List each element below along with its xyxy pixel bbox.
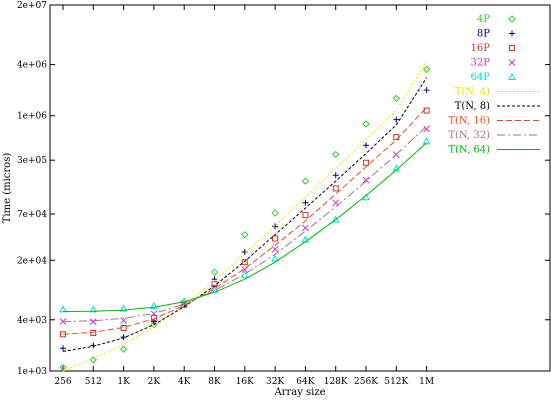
data-point — [363, 142, 369, 149]
series-t-n-8- — [62, 77, 428, 352]
data-point — [332, 172, 339, 179]
data-point — [302, 199, 309, 206]
x-tick-label: 64K — [296, 377, 314, 387]
series-t-n-64- — [62, 142, 427, 312]
series-4p — [59, 65, 431, 372]
legend-marker — [508, 15, 516, 23]
x-tick-label: 256 — [54, 377, 71, 387]
data-point — [241, 230, 249, 239]
data-point — [150, 318, 157, 325]
data-point — [423, 125, 430, 133]
legend-label: T(N, 8) — [455, 101, 490, 112]
series-8p — [60, 87, 430, 352]
x-tick-label: 32K — [266, 377, 284, 387]
data-point — [120, 334, 127, 341]
series-layer — [59, 60, 431, 372]
data-point — [89, 305, 98, 313]
data-point — [301, 177, 310, 185]
legend-marker — [508, 72, 516, 80]
x-tick-label: 512K — [384, 377, 408, 387]
series-line — [62, 107, 427, 335]
x-tick-label: 2K — [148, 377, 161, 387]
x-tick-label: 16K — [236, 377, 254, 387]
legend-marker — [509, 30, 515, 37]
x-tick-label: 1K — [117, 377, 130, 387]
x-tick-label: 512 — [85, 377, 102, 387]
data-point — [60, 345, 66, 352]
data-point — [393, 134, 400, 141]
series-line — [62, 60, 428, 372]
series-line — [62, 77, 428, 352]
data-point — [363, 159, 369, 166]
legend-label: 16P — [471, 43, 491, 54]
data-point — [210, 268, 219, 276]
data-point — [89, 356, 98, 364]
legend-label: T(N, 64) — [448, 145, 490, 156]
series-t-n-32- — [62, 125, 427, 323]
x-axis-label: Array size — [273, 387, 325, 398]
y-tick-label: 2e+04 — [17, 256, 47, 266]
data-point — [392, 94, 401, 103]
legend-label: T(N, 32) — [448, 130, 490, 141]
legend-label: 8P — [477, 29, 490, 40]
y-tick-label: 2e+07 — [17, 1, 47, 11]
series-line — [62, 142, 427, 312]
data-point — [362, 176, 370, 184]
data-point — [331, 150, 340, 159]
data-point — [150, 301, 158, 310]
data-point — [332, 185, 339, 192]
data-point — [271, 254, 279, 262]
data-point — [90, 329, 97, 336]
y-tick-label: 4e+06 — [17, 60, 47, 70]
data-point — [331, 215, 340, 223]
y-tick-label: 7e+04 — [17, 210, 47, 220]
data-point — [272, 223, 279, 230]
y-tick-label: 4e+03 — [17, 316, 47, 326]
legend-label: T(N, 16) — [448, 116, 490, 127]
x-tick-label: 8K — [208, 377, 221, 387]
y-tick-label: 1e+03 — [17, 367, 47, 377]
data-point — [423, 87, 430, 94]
data-point — [271, 245, 279, 253]
data-point — [241, 266, 249, 274]
x-tick-label: 1M — [419, 377, 434, 387]
data-point — [120, 317, 127, 325]
legend-marker — [509, 45, 515, 51]
data-point — [272, 235, 279, 242]
data-point — [119, 304, 128, 312]
data-point — [422, 65, 431, 74]
data-point — [393, 116, 400, 123]
data-point — [422, 137, 431, 145]
data-point — [59, 305, 67, 313]
data-point — [89, 318, 97, 326]
plot-frame — [49, 4, 551, 372]
series-16p — [60, 107, 430, 338]
legend: 4P 8P 16P 32P 64P T(N, 4) T(N, 8) T(N, 16) T(N, … — [448, 14, 540, 156]
data-point — [302, 212, 309, 219]
legend-marker — [508, 59, 516, 66]
data-point — [271, 209, 279, 217]
series-t-n-4- — [62, 60, 428, 372]
legend-label: T(N, 4) — [455, 87, 490, 98]
data-point — [241, 259, 248, 266]
data-point — [362, 120, 370, 128]
series-t-n-16- — [62, 107, 427, 335]
y-axis: 1e+03 4e+03 2e+04 7e+04 3e+05 1e+06 4e+06 2e+07 — [17, 1, 550, 377]
data-point — [119, 345, 128, 353]
data-point — [240, 270, 249, 278]
x-tick-label: 128K — [324, 377, 348, 387]
x-tick-label: 256K — [354, 377, 378, 387]
legend-label: 64P — [471, 72, 491, 83]
legend-label: 32P — [471, 58, 491, 69]
y-tick-label: 1e+06 — [17, 112, 47, 122]
x-axis: 256 512 1K 2K 4K 8K 16K 32K 64K 128K 256K 512K 1M — [54, 5, 434, 387]
y-tick-label: 3e+05 — [17, 156, 47, 166]
y-axis-label: Time (micros) — [2, 153, 13, 224]
legend-label: 4P — [477, 14, 490, 25]
series-64p — [59, 137, 431, 313]
x-tick-label: 4K — [178, 377, 191, 387]
series-line — [62, 125, 427, 323]
series-32p — [59, 125, 430, 326]
